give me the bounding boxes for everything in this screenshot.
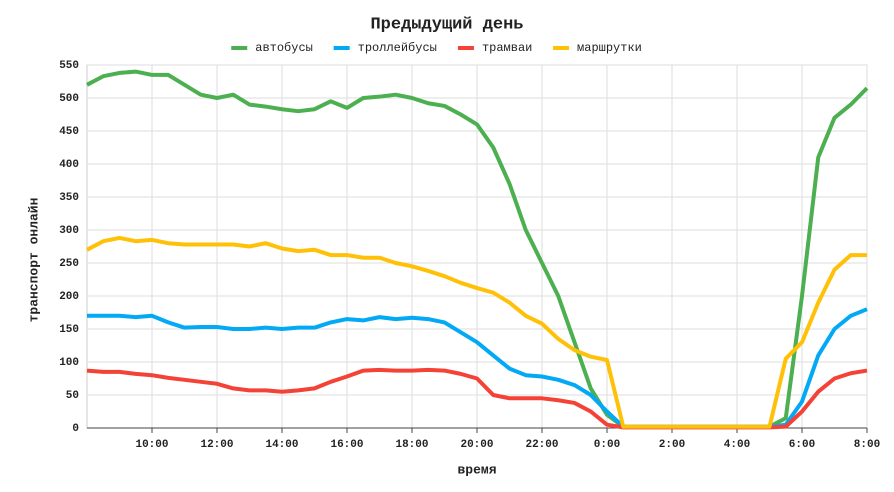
y-tick-label: 150 xyxy=(59,324,79,336)
x-tick-label: 22:00 xyxy=(525,439,558,451)
y-tick-label: 0 xyxy=(72,423,79,435)
legend-label: трамваи xyxy=(482,41,532,55)
x-tick-label: 0:00 xyxy=(594,439,620,451)
y-tick-label: 400 xyxy=(59,159,79,171)
x-tick-label: 10:00 xyxy=(135,439,168,451)
x-tick-label: 8:00 xyxy=(854,439,880,451)
x-tick-label: 20:00 xyxy=(460,439,493,451)
y-axis-title: транспорт онлайн xyxy=(26,198,41,323)
series-line xyxy=(86,235,867,429)
x-tick-label: 6:00 xyxy=(789,439,815,451)
y-tick-label: 300 xyxy=(59,225,79,237)
legend-label: маршрутки xyxy=(577,41,642,55)
chart-title: Предыдущий день xyxy=(370,15,523,34)
x-tick-label: 18:00 xyxy=(395,439,428,451)
y-tick-label: 500 xyxy=(59,93,79,105)
y-tick-label: 50 xyxy=(66,390,79,402)
y-tick-label: 550 xyxy=(59,60,79,72)
y-tick-label: 100 xyxy=(59,357,79,369)
y-tick-label: 450 xyxy=(59,126,79,138)
legend-label: автобусы xyxy=(255,41,313,55)
x-tick-label: 12:00 xyxy=(200,439,233,451)
y-tick-label: 250 xyxy=(59,258,79,270)
x-axis-title: время xyxy=(457,462,496,477)
x-tick-label: 16:00 xyxy=(330,439,363,451)
y-tick-label: 200 xyxy=(59,291,79,303)
x-tick-label: 4:00 xyxy=(724,439,750,451)
x-tick-label: 2:00 xyxy=(659,439,685,451)
y-tick-label: 350 xyxy=(59,192,79,204)
legend-label: троллейбусы xyxy=(358,41,437,55)
x-tick-label: 14:00 xyxy=(265,439,298,451)
